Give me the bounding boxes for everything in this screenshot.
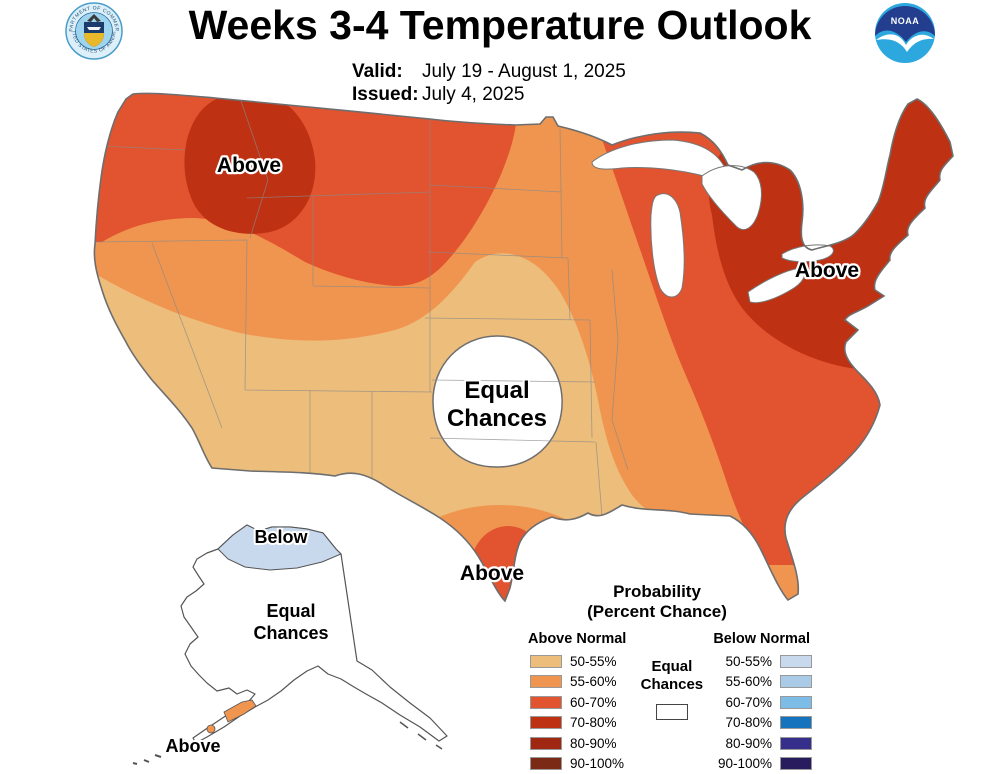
below-range: 80-90% (725, 735, 772, 751)
noaa-logo-icon: NOAA (875, 3, 935, 63)
below-range: 50-55% (725, 653, 772, 669)
above-swatch (530, 736, 562, 750)
alaska-map (132, 524, 448, 765)
below-swatch (780, 695, 812, 709)
label-above-northwest: Above (217, 154, 281, 177)
state-borders (96, 97, 629, 517)
legend-row: 80-90% (530, 735, 638, 751)
alexander-archipelago (399, 721, 443, 750)
above-swatch (530, 675, 562, 688)
above-swatch (530, 716, 562, 729)
conus-outline (93, 92, 954, 603)
region-equal-chances (432, 335, 563, 468)
label-equal-chances-line1: Equal (464, 377, 529, 404)
legend-equal-line2: Chances (640, 676, 704, 693)
alaska-above-patch (181, 739, 187, 745)
alaska-above-patch (168, 747, 172, 751)
valid-value: July 19 - August 1, 2025 (422, 61, 626, 82)
legend-row: 60-70% (706, 694, 812, 710)
alaska-region-below-50-55 (217, 524, 342, 571)
legend-equal-chances: Equal Chances (638, 654, 705, 720)
legend-row: 60-70% (530, 694, 638, 710)
label-alaska-equal-line1: Equal (266, 601, 315, 621)
below-range: 90-100% (717, 756, 772, 771)
label-above-northeast: Above (795, 259, 859, 282)
label-above-texas: Above (460, 562, 524, 585)
above-range: 80-90% (570, 735, 617, 751)
alaska-region-above-peninsula (223, 699, 257, 723)
label-alaska-equal-line2: Chances (253, 623, 328, 643)
issue-block: Valid: July 19 - August 1, 2025 Issued: … (352, 60, 626, 106)
legend-row: 55-60% (706, 674, 812, 689)
lake-ontario (781, 244, 834, 263)
legend-title-line1: Probability (613, 582, 701, 601)
above-range: 70-80% (570, 715, 617, 730)
great-lakes (591, 139, 834, 304)
doc-eagle (87, 14, 101, 22)
below-swatch (780, 716, 812, 729)
legend-row: 55-60% (530, 674, 638, 689)
above-swatch (530, 757, 562, 770)
below-range: 70-80% (725, 715, 772, 730)
region-above-70-80-northwest (184, 93, 316, 234)
below-swatch (780, 654, 812, 668)
noaa-logo-text: NOAA (891, 16, 920, 26)
label-alaska-above: Above (165, 736, 220, 756)
legend-row: 70-80% (706, 715, 812, 730)
issued-value: July 4, 2025 (422, 84, 525, 105)
legend-row: 50-55% (530, 653, 638, 669)
doc-seal-icon: DEPARTMENT OF COMMERCE UNITED STATES OF … (65, 2, 123, 60)
above-swatch (530, 654, 562, 668)
below-swatch (780, 675, 812, 688)
legend-equal-line1: Equal (651, 658, 693, 675)
lake-huron (701, 165, 762, 230)
above-range: 60-70% (570, 694, 617, 710)
legend-above-column: 50-55% 55-60% 60-70% 70-80% 80-90% 90-10… (530, 654, 638, 774)
legend-row: 50-55% (706, 653, 812, 669)
legend-row: 70-80% (530, 715, 638, 730)
legend-below-column: 50-55% 55-60% 60-70% 70-80% 80-90% 90-10… (706, 654, 812, 774)
doc-shield-bottom (84, 33, 104, 47)
legend-row: 80-90% (706, 735, 812, 751)
legend-row: 90-100% (530, 756, 638, 771)
legend-row: 90-100% (706, 756, 812, 771)
below-swatch (780, 757, 812, 770)
above-range: 50-55% (570, 653, 617, 669)
doc-ship (87, 27, 101, 30)
lake-michigan (650, 193, 685, 298)
below-range: 55-60% (725, 674, 772, 689)
below-swatch (780, 736, 812, 750)
issued-label: Issued: (352, 84, 419, 105)
label-alaska-below: Below (254, 527, 308, 547)
below-range: 60-70% (725, 694, 772, 710)
alaska-above-patch (206, 724, 216, 734)
page-title: Weeks 3-4 Temperature Outlook (188, 2, 812, 48)
noaa-logo-top (875, 6, 935, 42)
above-swatch (530, 695, 562, 709)
equal-chances-swatch (655, 704, 688, 720)
legend-above-header: Above Normal (528, 631, 627, 647)
noaa-bird (876, 34, 934, 52)
above-range: 90-100% (570, 756, 625, 771)
label-equal-chances-line2: Chances (447, 405, 547, 432)
lake-erie (747, 267, 806, 304)
valid-label: Valid: (352, 61, 403, 82)
above-range: 55-60% (570, 674, 617, 689)
legend-title-line2: (Percent Chance) (587, 602, 727, 621)
aleutian-islands (132, 754, 162, 765)
probability-legend: Probability (Percent Chance) Above Norma… (502, 582, 812, 774)
legend-below-header: Below Normal (713, 631, 810, 647)
